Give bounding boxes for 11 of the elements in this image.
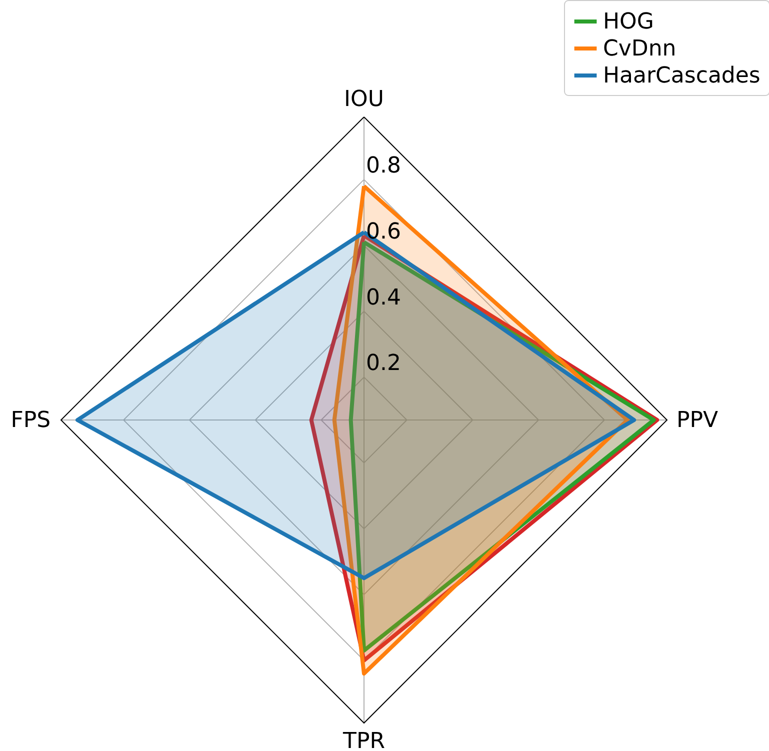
spoke-label: FPS (10, 408, 51, 433)
y-tick-label: 0.6 (366, 219, 401, 244)
spoke-label: IOU (344, 86, 384, 112)
spoke-label: PPV (676, 408, 718, 433)
y-tick-label: 0.8 (366, 154, 401, 179)
legend-label: HaarCascades (603, 64, 760, 88)
y-tick-label: 0.4 (366, 285, 401, 310)
legend-label: HOG (603, 10, 654, 34)
spoke-label: TPR (342, 729, 385, 751)
y-tick-label: 0.2 (366, 351, 401, 376)
legend-label: CvDnn (603, 36, 676, 62)
